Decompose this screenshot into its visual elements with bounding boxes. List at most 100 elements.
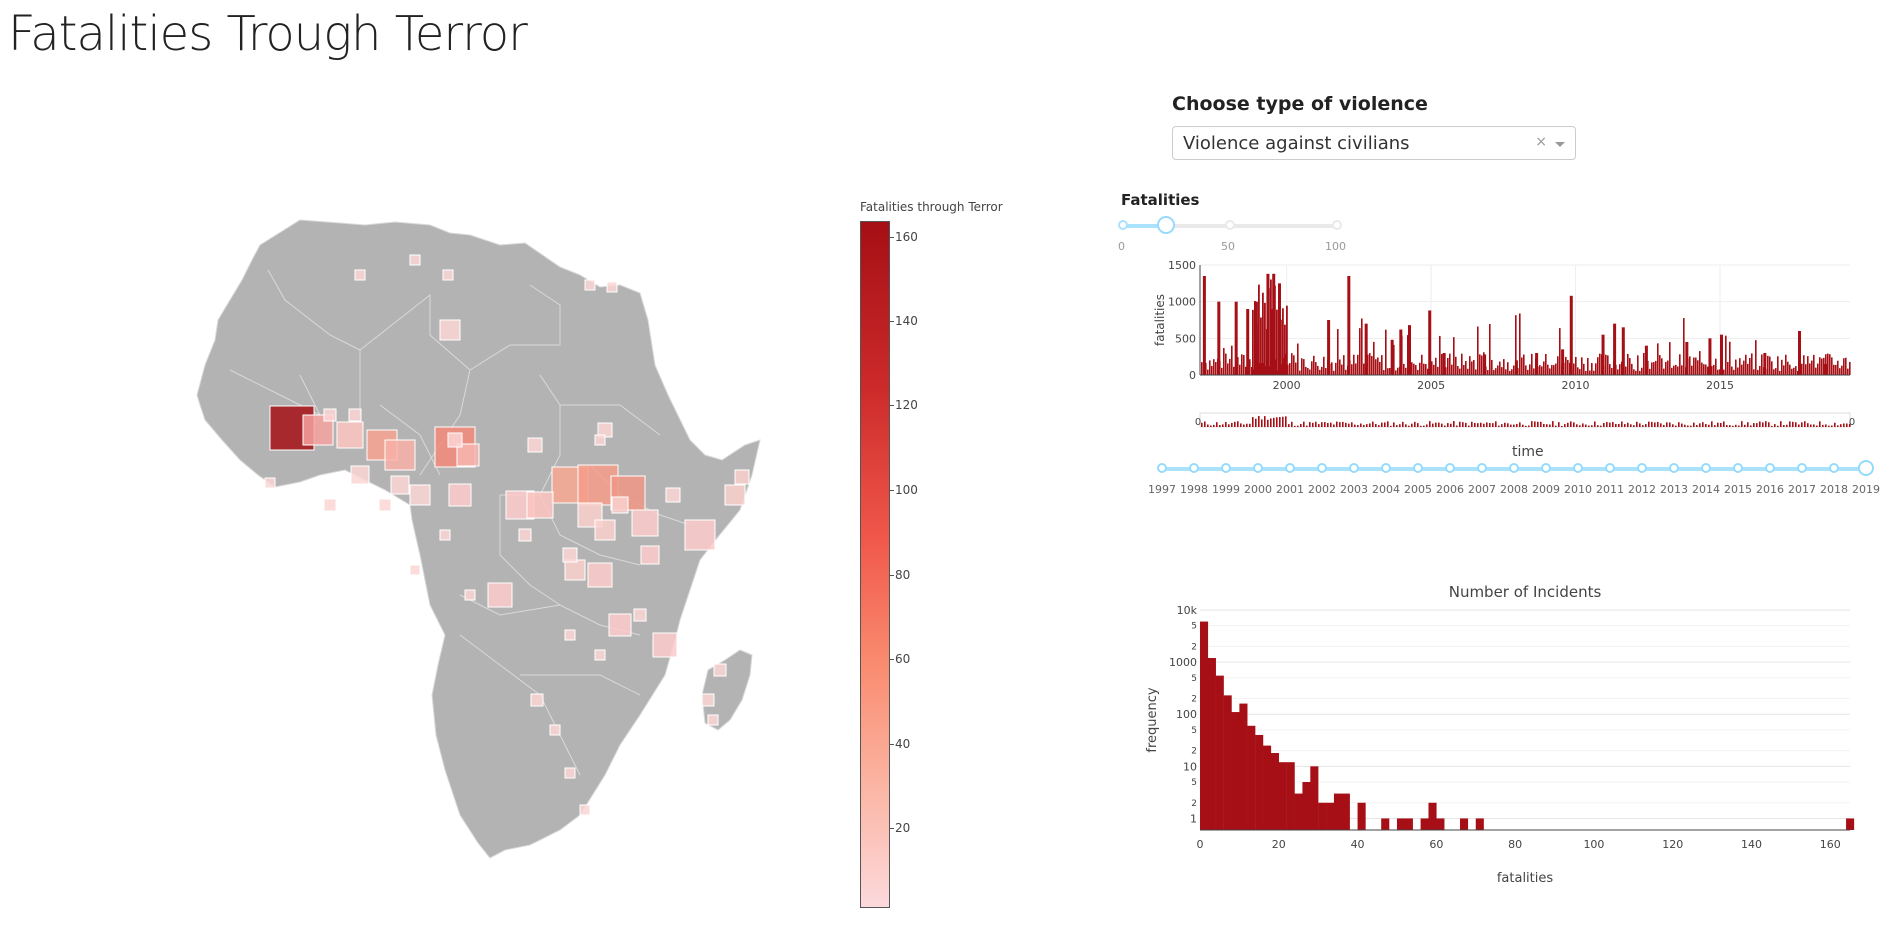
time-slider-dot[interactable] bbox=[1221, 463, 1231, 473]
timeseries-bar bbox=[1364, 323, 1368, 375]
range-slider-bar bbox=[1834, 422, 1836, 427]
fatalities-slider-dot[interactable] bbox=[1118, 220, 1128, 230]
violence-type-dropdown[interactable]: Violence against civilians × bbox=[1172, 126, 1576, 160]
timeseries-bar bbox=[1847, 368, 1849, 375]
fatalities-slider-handle[interactable] bbox=[1156, 216, 1175, 234]
timeseries-bar bbox=[1837, 360, 1839, 375]
range-slider-bar bbox=[1372, 421, 1374, 427]
timeseries-bar bbox=[1813, 354, 1815, 375]
time-slider-dot[interactable] bbox=[1477, 463, 1487, 473]
timeseries-bar bbox=[1231, 345, 1233, 375]
range-slider-bar bbox=[1753, 423, 1755, 427]
time-slider-dot[interactable] bbox=[1189, 463, 1199, 473]
time-slider-dot[interactable] bbox=[1765, 463, 1775, 473]
incident-marker bbox=[587, 562, 613, 588]
timeseries-bar bbox=[1747, 363, 1749, 375]
incident-marker bbox=[631, 509, 659, 537]
time-slider-dot[interactable] bbox=[1797, 463, 1807, 473]
histogram-x-tick: 160 bbox=[1820, 838, 1841, 851]
range-slider-bar bbox=[1231, 422, 1233, 427]
timeseries-bar bbox=[1421, 354, 1423, 375]
africa-map[interactable] bbox=[0, 175, 780, 865]
time-slider-dot[interactable] bbox=[1413, 463, 1423, 473]
range-slider-bar bbox=[1675, 425, 1677, 427]
timeseries-bar bbox=[1315, 362, 1317, 375]
timeseries-bar bbox=[1415, 365, 1417, 375]
timeseries-bar bbox=[1673, 365, 1675, 375]
timeseries-bar bbox=[1727, 361, 1729, 375]
range-slider-bar bbox=[1738, 425, 1740, 427]
timeseries-bar bbox=[1539, 365, 1541, 375]
range-slider-handle-left: 0 bbox=[1195, 417, 1201, 428]
timeseries-bar bbox=[1283, 357, 1285, 375]
time-slider-dot[interactable] bbox=[1605, 463, 1615, 473]
range-slider-bar bbox=[1276, 417, 1278, 427]
range-slider-bar bbox=[1342, 421, 1344, 427]
colorbar-tick: 120 bbox=[889, 398, 918, 412]
timeseries-bar bbox=[1397, 367, 1399, 375]
time-slider-dot[interactable] bbox=[1701, 463, 1711, 473]
time-slider-year: 1997 bbox=[1148, 483, 1176, 496]
timeseries-bar bbox=[1533, 368, 1535, 375]
incident-marker bbox=[464, 589, 476, 601]
range-slider-bar bbox=[1591, 425, 1593, 427]
time-slider-dot[interactable] bbox=[1509, 463, 1519, 473]
time-slider-dot[interactable] bbox=[1157, 463, 1167, 473]
timeseries-bar bbox=[1707, 366, 1709, 375]
incident-marker bbox=[707, 714, 719, 726]
chevron-down-icon[interactable] bbox=[1555, 142, 1565, 147]
time-slider-dot[interactable] bbox=[1317, 463, 1327, 473]
range-slider-bar bbox=[1609, 422, 1611, 427]
time-slider-dot[interactable] bbox=[1285, 463, 1295, 473]
time-slider-dot[interactable] bbox=[1349, 463, 1359, 473]
incident-marker bbox=[594, 519, 616, 541]
timeseries-bar bbox=[1659, 355, 1661, 375]
time-slider-handle[interactable] bbox=[1858, 460, 1874, 476]
range-slider-bar bbox=[1441, 423, 1443, 427]
timeseries-bar bbox=[1307, 367, 1309, 375]
range-slider-bar bbox=[1564, 424, 1566, 427]
range-slider-bar bbox=[1690, 425, 1692, 427]
histogram-bar bbox=[1294, 793, 1303, 830]
range-slider-bar bbox=[1387, 421, 1389, 427]
timeseries-bar bbox=[1313, 355, 1315, 375]
timeseries-bar bbox=[1387, 368, 1389, 375]
time-slider-dot[interactable] bbox=[1573, 463, 1583, 473]
time-slider-dot[interactable] bbox=[1669, 463, 1679, 473]
range-slider-bar bbox=[1474, 422, 1476, 427]
incident-marker bbox=[439, 319, 461, 341]
range-slider-bar bbox=[1825, 424, 1827, 427]
timeseries-bar bbox=[1245, 366, 1247, 375]
fatalities-timeseries-chart[interactable]: 0 500 1000 1500 2000 2005 2010 2015 fatalities 0… bbox=[1140, 255, 1880, 435]
time-slider-dot[interactable] bbox=[1637, 463, 1647, 473]
range-slider-bar bbox=[1621, 421, 1623, 427]
africa-landmass bbox=[196, 219, 761, 859]
incidents-histogram[interactable]: Number of Incidents10k100010010152525252… bbox=[1140, 575, 1880, 895]
timeseries-bar bbox=[1713, 364, 1715, 375]
histogram-y-minor-tick: 5 bbox=[1191, 726, 1197, 736]
incident-marker bbox=[527, 437, 543, 453]
time-slider-dot[interactable] bbox=[1733, 463, 1743, 473]
time-slider-dot[interactable] bbox=[1381, 463, 1391, 473]
range-slider-bar bbox=[1552, 421, 1554, 427]
time-slider-dot[interactable] bbox=[1253, 463, 1263, 473]
timeseries-bar bbox=[1831, 357, 1833, 375]
time-slider-dot[interactable] bbox=[1541, 463, 1551, 473]
range-slider-bar bbox=[1330, 422, 1332, 427]
fatalities-slider-dot[interactable] bbox=[1225, 220, 1235, 230]
time-slider-dot[interactable] bbox=[1829, 463, 1839, 473]
timeseries-bar bbox=[1803, 355, 1805, 375]
clear-icon[interactable]: × bbox=[1535, 134, 1547, 150]
range-slider-bar bbox=[1588, 425, 1590, 427]
incident-marker bbox=[390, 475, 410, 495]
colorbar-tick: 20 bbox=[888, 821, 911, 835]
time-slider-dot[interactable] bbox=[1445, 463, 1455, 473]
incident-marker bbox=[579, 804, 591, 816]
timeseries-bar bbox=[1295, 362, 1297, 375]
timeseries-bar bbox=[1599, 353, 1601, 375]
range-slider-bar bbox=[1267, 419, 1269, 427]
fatalities-slider-dot[interactable] bbox=[1332, 220, 1342, 230]
incident-marker bbox=[564, 629, 576, 641]
timeseries-bar bbox=[1465, 360, 1467, 375]
